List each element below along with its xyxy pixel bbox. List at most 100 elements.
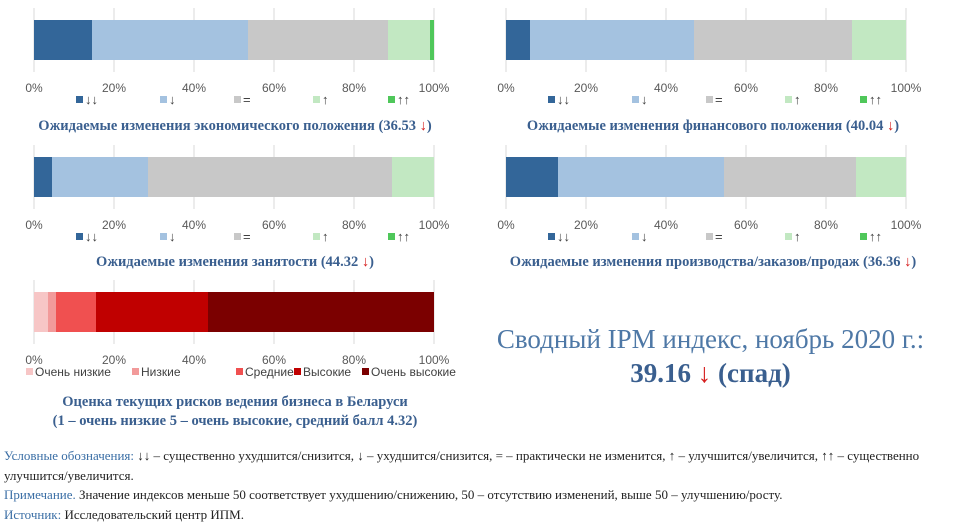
legend-swatch	[706, 96, 713, 103]
x-tick-label: 20%	[574, 218, 598, 232]
risk-title: Оценка текущих рисков ведения бизнеса в …	[62, 394, 408, 410]
bar-segment	[856, 157, 906, 197]
x-tick-label: 40%	[182, 353, 206, 367]
chart-financial-situation: 0% 20% 40% 60% 80% 100% ↓↓ ↓ = ↑ ↑↑	[478, 0, 948, 115]
legend-label: ↓	[641, 229, 648, 244]
source-note: Источник: Исследовательский центр ИПМ.	[4, 505, 954, 525]
x-tick-label: 0%	[497, 81, 515, 95]
bar-segment	[34, 157, 52, 197]
financial-situation-bar-chart: 0% 20% 40% 60% 80% 100%↓↓ ↓ = ↑ ↑↑	[497, 8, 922, 107]
x-tick-label: 0%	[25, 353, 43, 367]
legend-swatch	[234, 96, 241, 103]
legend-label: ↓	[169, 229, 176, 244]
bar-segment	[52, 157, 148, 197]
legend-note-text: ↓↓ – существенно ухудшится/снизится, ↓ –…	[4, 448, 920, 483]
legend-label: ↓↓	[557, 229, 570, 244]
economic-situation-caption: Ожидаемые изменения экономического полож…	[0, 118, 470, 135]
bar-segment	[430, 20, 434, 60]
down-arrow-icon: ↓	[697, 358, 712, 388]
legend-swatch	[234, 233, 241, 240]
legend-swatch	[860, 233, 867, 240]
production-bar-chart: 0% 20% 40% 60% 80% 100%↓↓ ↓ = ↑ ↑↑	[497, 145, 922, 244]
x-tick-label: 20%	[102, 353, 126, 367]
bar-segment	[388, 20, 430, 60]
legend-swatch	[388, 96, 395, 103]
remark-note-text: Значение индексов меньше 50 соответствуе…	[79, 487, 783, 502]
source-note-label: Источник:	[4, 506, 62, 522]
bar-segment	[506, 157, 558, 197]
legend-label: ↑	[794, 92, 801, 107]
bar-segment	[724, 157, 856, 197]
legend-label: =	[715, 92, 723, 107]
legend-swatch	[76, 96, 83, 103]
legend-label: =	[243, 229, 251, 244]
legend-swatch	[160, 233, 167, 240]
x-tick-label: 40%	[182, 81, 206, 95]
legend-swatch	[548, 233, 555, 240]
x-tick-label: 100%	[419, 218, 450, 232]
x-tick-label: 100%	[891, 81, 922, 95]
legend-swatch	[706, 233, 713, 240]
summary-title: Сводный IPM индекс, ноябрь 2020 г.:	[496, 324, 925, 354]
legend-label: ↑↑	[869, 92, 882, 107]
summary-value-line: 39.16 ↓ (спад)	[468, 356, 953, 390]
business-risks-bar-chart: 0% 20% 40% 60% 80% 100% Очень низкие Низкие Сред…	[25, 280, 456, 379]
legend-label: ↓↓	[85, 229, 98, 244]
chart-economic-situation: 0% 20% 40% 60% 80% 100% ↓↓ ↓ = ↑ ↑↑	[0, 0, 470, 115]
legend-swatch	[860, 96, 867, 103]
bar-segment	[208, 292, 434, 332]
remark-note: Примечание. Значение индексов меньше 50 …	[4, 485, 954, 505]
legend-swatch	[132, 368, 139, 375]
x-tick-label: 20%	[102, 81, 126, 95]
legend-swatch	[362, 368, 369, 375]
legend-label: ↑↑	[869, 229, 882, 244]
down-arrow-icon: ↓	[361, 254, 370, 270]
risk-subtitle: (1 – очень низкие 5 – очень высокие, сре…	[52, 413, 418, 429]
x-tick-label: 40%	[654, 218, 678, 232]
bar-segment	[558, 157, 724, 197]
business-risks-caption: Оценка текущих рисков ведения бизнеса в …	[0, 393, 470, 431]
legend-label: ↓↓	[85, 92, 98, 107]
bar-segment	[506, 20, 530, 60]
bar-segment	[34, 292, 48, 332]
remark-note-label: Примечание.	[4, 487, 76, 502]
chart-employment: 0% 20% 40% 60% 80% 100% ↓↓ ↓ = ↑ ↑↑	[0, 142, 470, 252]
x-tick-label: 60%	[262, 218, 286, 232]
caption-text: Ожидаемые изменения финансового положени…	[526, 118, 884, 134]
bar-segment	[694, 20, 852, 60]
legend-swatch	[632, 233, 639, 240]
summary-status: (спад)	[718, 358, 791, 388]
caption-end: )	[426, 118, 432, 134]
legend-label: =	[715, 229, 723, 244]
caption-end: )	[911, 254, 917, 270]
bar-segment	[48, 292, 56, 332]
x-tick-label: 0%	[497, 218, 515, 232]
legend-swatch	[785, 233, 792, 240]
legend-swatch	[313, 233, 320, 240]
legend-label: Высокие	[303, 365, 351, 379]
financial-situation-caption: Ожидаемые изменения финансового положени…	[478, 118, 948, 135]
legend-swatch	[160, 96, 167, 103]
legend-label: ↑↑	[397, 92, 410, 107]
bar-segment	[852, 20, 906, 60]
caption-end: )	[894, 118, 900, 134]
legend-label: =	[243, 92, 251, 107]
x-tick-label: 0%	[25, 81, 43, 95]
x-tick-label: 0%	[25, 218, 43, 232]
x-tick-label: 60%	[262, 81, 286, 95]
legend-label: ↑	[794, 229, 801, 244]
chart-production: 0% 20% 40% 60% 80% 100% ↓↓ ↓ = ↑ ↑↑	[478, 142, 948, 252]
legend-swatch	[785, 96, 792, 103]
legend-swatch	[313, 96, 320, 103]
bar-segment	[34, 20, 92, 60]
x-tick-label: 40%	[182, 218, 206, 232]
legend-label: Очень высокие	[371, 365, 456, 379]
production-caption: Ожидаемые изменения производства/заказов…	[478, 254, 948, 271]
x-tick-label: 100%	[419, 353, 450, 367]
legend-label: ↓↓	[557, 92, 570, 107]
legend-label: Средние	[245, 365, 294, 379]
down-arrow-icon: ↓	[904, 254, 912, 270]
legend-swatch	[632, 96, 639, 103]
caption-text: Ожидаемые изменения производства/заказов…	[509, 254, 901, 270]
bar-segment	[392, 157, 434, 197]
